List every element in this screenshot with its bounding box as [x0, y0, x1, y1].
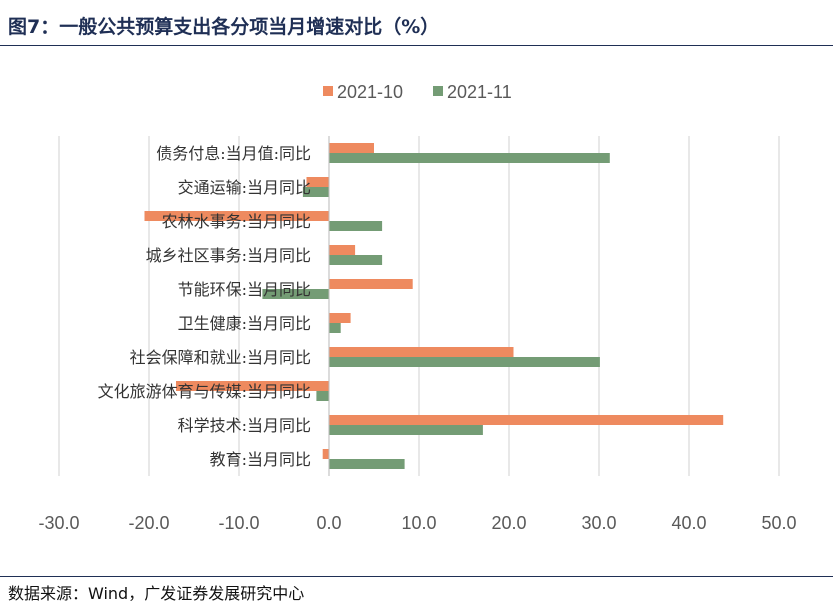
bar-2021-10-8	[329, 415, 724, 425]
bar-2021-11-6	[329, 357, 600, 367]
category-label: 卫生健康:当月同比	[178, 314, 311, 333]
bar-2021-10-5	[329, 313, 351, 323]
bar-2021-11-9	[329, 459, 405, 469]
x-tick-label: -20.0	[128, 513, 169, 533]
x-tick-label: -10.0	[218, 513, 259, 533]
category-label: 社会保障和就业:当月同比	[130, 348, 311, 367]
bar-2021-11-8	[329, 425, 483, 435]
bar-2021-10-0	[329, 143, 374, 153]
x-tick-label: 40.0	[671, 513, 706, 533]
category-label: 文化旅游体育与传媒:当月同比	[98, 382, 311, 401]
footer-divider	[0, 576, 833, 577]
bar-2021-10-9	[322, 449, 329, 459]
axis-labels: -30.0 -20.0 -10.0 0.0 10.0 20.0 30.0 40.0 50.0 债务…	[38, 144, 796, 533]
bar-2021-10-6	[329, 347, 514, 357]
source-note: 数据来源：Wind，广发证券发展研究中心	[8, 584, 305, 603]
category-label: 教育:当月同比	[210, 450, 311, 469]
x-tick-label: 50.0	[761, 513, 796, 533]
bar-2021-11-7	[316, 391, 329, 401]
bar-2021-10-4	[329, 279, 413, 289]
category-label: 科学技术:当月同比	[178, 416, 311, 435]
category-label: 农林水事务:当月同比	[162, 212, 311, 231]
legend: 2021-10 2021-11	[323, 82, 512, 102]
category-label: 城乡社区事务:当月同比	[146, 246, 311, 265]
legend-swatch-0	[323, 86, 333, 96]
bar-2021-11-3	[329, 255, 383, 265]
bar-2021-11-5	[329, 323, 341, 333]
legend-swatch-1	[433, 86, 443, 96]
legend-label-1: 2021-11	[447, 82, 512, 102]
x-tick-label: 10.0	[401, 513, 436, 533]
x-tick-label: 0.0	[316, 513, 341, 533]
category-label: 交通运输:当月同比	[178, 178, 311, 197]
bar-2021-10-7	[176, 381, 329, 391]
figure-title: 图7：一般公共预算支出各分项当月增速对比（%）	[8, 16, 440, 38]
bar-2021-11-4	[262, 289, 329, 299]
bar-2021-11-2	[329, 221, 383, 231]
category-label: 节能环保:当月同比	[178, 280, 311, 299]
x-tick-label: -30.0	[38, 513, 79, 533]
x-tick-label: 20.0	[491, 513, 526, 533]
bar-chart: -30.0 -20.0 -10.0 0.0 10.0 20.0 30.0 40.0 50.0 债务…	[38, 82, 796, 533]
x-tick-label: 30.0	[581, 513, 616, 533]
legend-label-0: 2021-10	[337, 82, 403, 102]
bar-2021-10-3	[329, 245, 356, 255]
bar-2021-10-2	[144, 211, 329, 221]
title-divider	[0, 45, 833, 46]
bar-2021-11-0	[329, 153, 610, 163]
category-label: 债务付息:当月值:同比	[156, 144, 311, 163]
bar-2021-10-1	[306, 177, 329, 187]
bar-2021-11-1	[302, 187, 329, 197]
bars	[144, 136, 724, 476]
